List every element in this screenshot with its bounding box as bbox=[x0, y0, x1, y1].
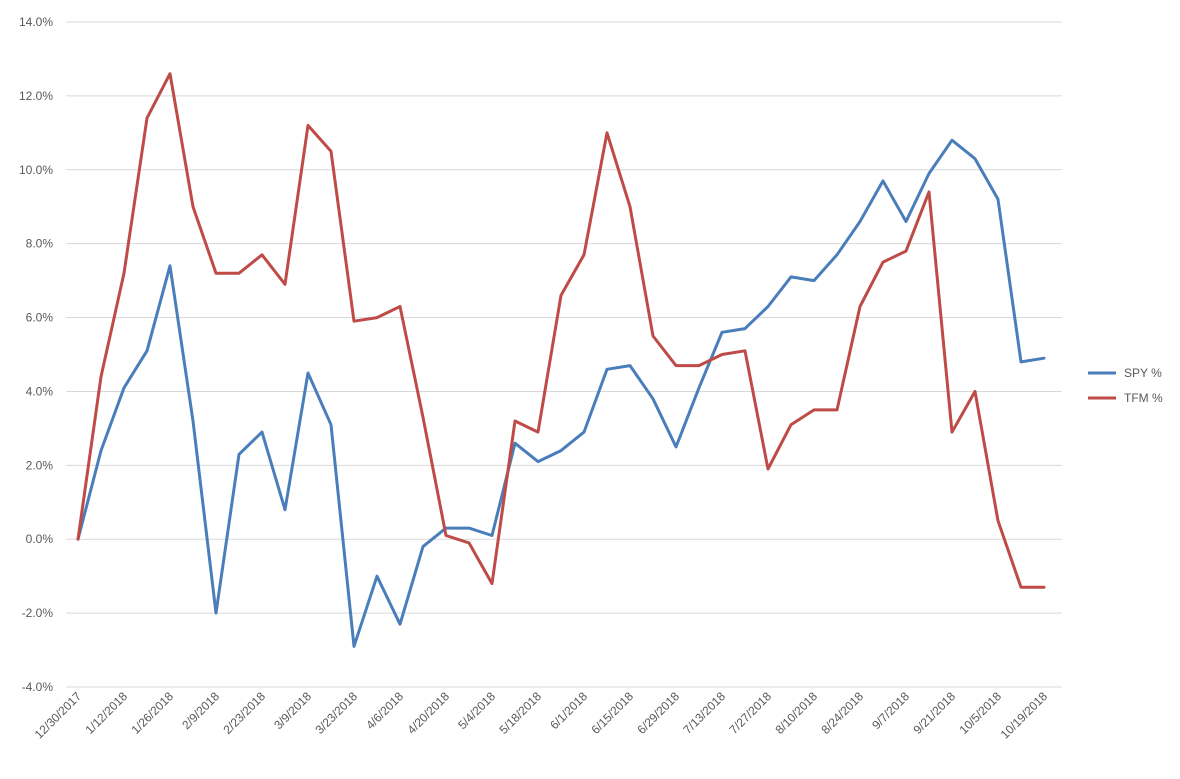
x-tick-label: 10/5/2018 bbox=[956, 689, 1004, 737]
legend-label: SPY % bbox=[1124, 366, 1162, 380]
y-tick-label: 10.0% bbox=[19, 163, 53, 177]
y-tick-label: -4.0% bbox=[22, 680, 54, 694]
x-tick-label: 9/7/2018 bbox=[869, 689, 912, 732]
x-tick-label: 2/9/2018 bbox=[179, 689, 222, 732]
x-tick-label: 2/23/2018 bbox=[220, 689, 268, 737]
y-tick-label: 8.0% bbox=[26, 237, 54, 251]
x-tick-label: 7/13/2018 bbox=[680, 689, 728, 737]
y-tick-label: 2.0% bbox=[26, 458, 54, 472]
x-tick-label: 6/1/2018 bbox=[547, 689, 590, 732]
x-tick-label: 5/18/2018 bbox=[496, 689, 544, 737]
x-tick-label: 7/27/2018 bbox=[726, 689, 774, 737]
gridlines bbox=[66, 21, 1062, 688]
legend-label: TFM % bbox=[1124, 391, 1163, 405]
legend: SPY % TFM % bbox=[1088, 366, 1163, 405]
x-tick-label: 6/29/2018 bbox=[634, 689, 682, 737]
x-tick-label: 4/6/2018 bbox=[363, 689, 406, 732]
series-line-0 bbox=[76, 138, 1046, 648]
x-tick-label: 5/4/2018 bbox=[455, 689, 498, 732]
series-line-1 bbox=[76, 72, 1046, 589]
y-tick-label: 4.0% bbox=[26, 384, 54, 398]
y-axis-ticks: -4.0% -2.0% 0.0% 2.0% 4.0% 6.0% 8.0% 10.0% 12.0%… bbox=[19, 15, 53, 694]
x-tick-label: 1/26/2018 bbox=[128, 689, 176, 737]
x-tick-label: 8/10/2018 bbox=[772, 689, 820, 737]
x-tick-label: 3/23/2018 bbox=[312, 689, 360, 737]
x-tick-label: 10/19/2018 bbox=[998, 689, 1051, 742]
y-tick-label: -2.0% bbox=[22, 606, 54, 620]
series-lines bbox=[76, 72, 1046, 648]
y-tick-label: 12.0% bbox=[19, 89, 53, 103]
x-tick-label: 4/20/2018 bbox=[404, 689, 452, 737]
x-tick-label: 6/15/2018 bbox=[588, 689, 636, 737]
x-tick-label: 8/24/2018 bbox=[818, 689, 866, 737]
y-tick-label: 14.0% bbox=[19, 15, 53, 29]
x-tick-label: 1/12/2018 bbox=[82, 689, 130, 737]
y-tick-label: 6.0% bbox=[26, 311, 54, 325]
x-tick-label: 12/30/2017 bbox=[32, 689, 85, 742]
y-tick-label: 0.0% bbox=[26, 532, 54, 546]
x-tick-label: 9/21/2018 bbox=[910, 689, 958, 737]
x-tick-label: 3/9/2018 bbox=[271, 689, 314, 732]
